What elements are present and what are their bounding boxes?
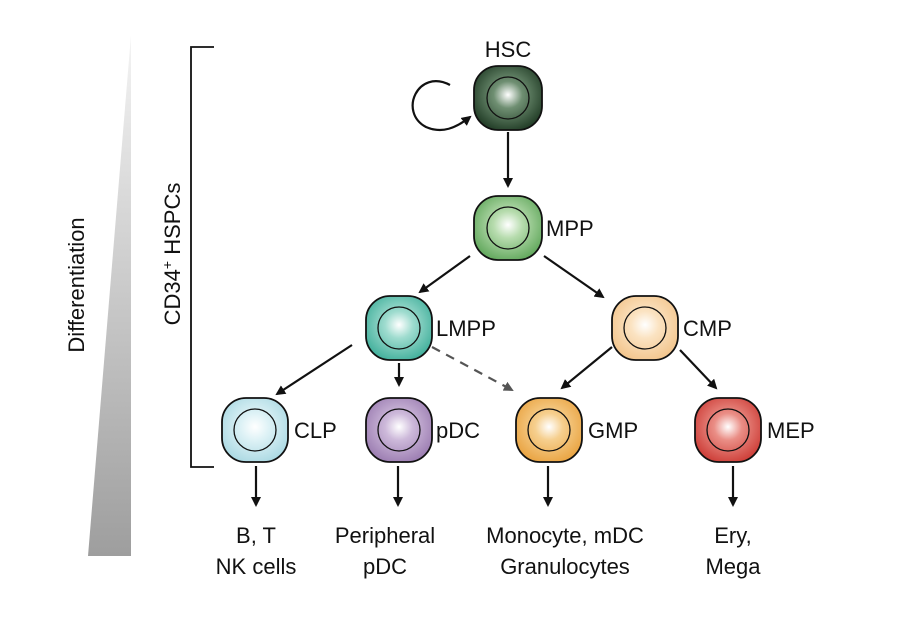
cell-pdc: pDC <box>365 397 480 463</box>
cell-cmp-label: CMP <box>683 316 732 341</box>
arrow-lmpp-clp <box>275 344 353 396</box>
differentiation-gradient-wedge <box>88 35 131 556</box>
cell-gmp: GMP <box>515 397 638 463</box>
arrow-lmpp-gmp-dashed <box>431 346 514 391</box>
cell-pdc-label: pDC <box>436 418 480 443</box>
arrow-mpp-lmpp <box>418 255 471 294</box>
differentiation-label: Differentiation <box>64 217 89 352</box>
hspc-bracket <box>190 46 214 468</box>
output-mep-line1: Ery, <box>714 523 751 548</box>
cell-hsc-label: HSC <box>485 37 532 62</box>
lineage-arrows <box>251 132 738 507</box>
hspc-bracket-label: CD34+ HSPCs <box>159 183 185 326</box>
cell-gmp-label: GMP <box>588 418 638 443</box>
cell-mep: MEP <box>694 397 815 463</box>
arrow-mpp-cmp <box>543 255 605 299</box>
outputs: B, T NK cells Peripheral pDC Monocyte, m… <box>216 523 762 579</box>
cell-mpp-label: MPP <box>546 216 594 241</box>
output-clp-line2: NK cells <box>216 554 297 579</box>
output-pdc-line1: Peripheral <box>335 523 435 548</box>
output-mep-line2: Mega <box>705 554 761 579</box>
cell-mpp: MPP <box>473 195 594 261</box>
self-renewal-arrow <box>411 80 472 132</box>
cell-lmpp-label: LMPP <box>436 316 496 341</box>
cell-clp: CLP <box>221 397 337 463</box>
output-gmp-line2: Granulocytes <box>500 554 630 579</box>
superscript-plus: + <box>159 261 175 269</box>
cell-mep-label: MEP <box>767 418 815 443</box>
cell-clp-label: CLP <box>294 418 337 443</box>
cell-lmpp: LMPP <box>365 295 496 361</box>
output-clp-line1: B, T <box>236 523 276 548</box>
output-gmp-line1: Monocyte, mDC <box>486 523 644 548</box>
cell-cmp: CMP <box>611 295 732 361</box>
output-pdc-line2: pDC <box>363 554 407 579</box>
cell-hsc: HSC <box>473 37 543 131</box>
arrow-cmp-mep <box>679 349 718 390</box>
arrow-cmp-gmp <box>560 346 613 390</box>
